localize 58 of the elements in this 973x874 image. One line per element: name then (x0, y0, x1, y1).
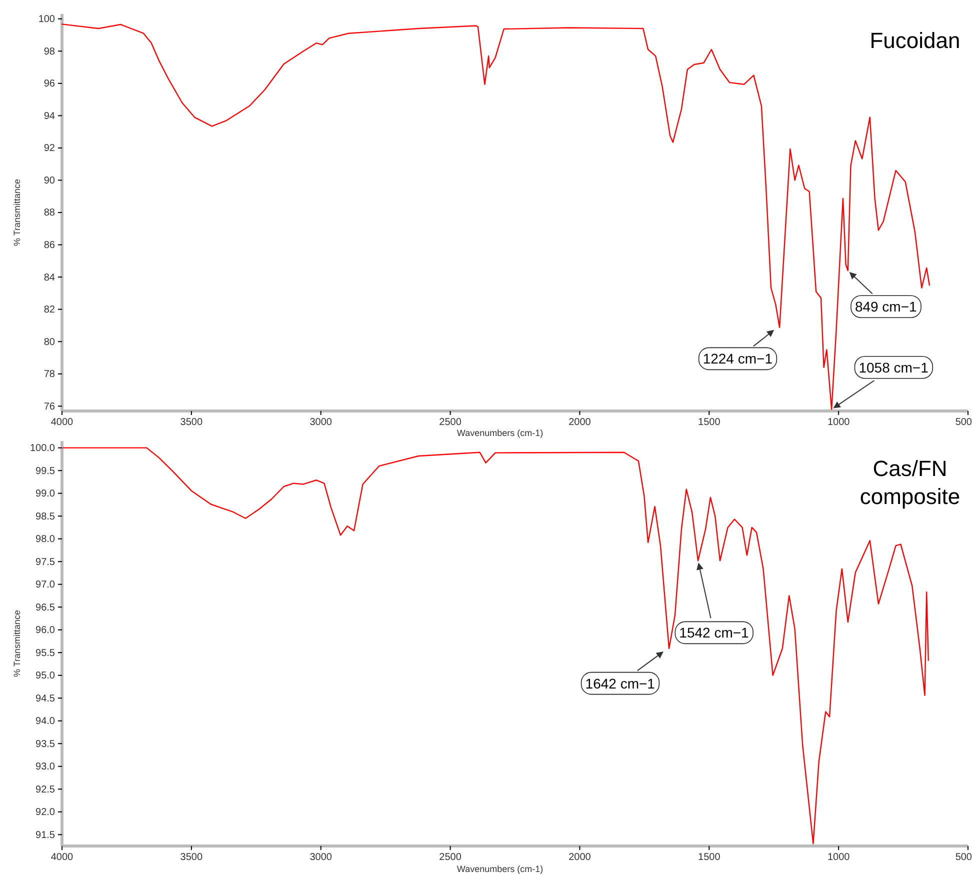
y-tick-label: 94.5 (36, 693, 56, 704)
y-tick-label: 93.0 (36, 762, 56, 773)
y-tick-label: 76 (44, 401, 56, 412)
y-tick-label: 78 (44, 369, 56, 380)
y-tick-label: 98.5 (36, 511, 56, 522)
y-tick-label: 99.5 (36, 466, 56, 477)
y-axis-title: % Transmittance (12, 178, 22, 246)
x-tick-label: 1000 (827, 852, 850, 864)
y-tick-label: 97.0 (36, 580, 56, 591)
y-tick-label: 97.5 (36, 556, 56, 568)
x-tick-label: 1500 (698, 417, 721, 428)
y-tick-label: 94.0 (36, 716, 56, 728)
y-tick-label: 90 (44, 175, 56, 186)
y-tick-label: 91.5 (36, 830, 56, 841)
y-tick-label: 92.0 (36, 807, 56, 818)
x-tick-label: 3500 (180, 417, 203, 428)
y-tick-label: 93.5 (36, 738, 56, 750)
y-tick-label: 94 (44, 110, 56, 122)
x-tick-label: 4000 (50, 852, 74, 864)
y-tick-label: 92 (44, 143, 56, 154)
x-tick-label: 4000 (50, 417, 74, 428)
y-axis-title: % Transmittance (12, 610, 22, 678)
x-tick-label: 1000 (827, 417, 850, 428)
annotation: 1224 cm−1 (702, 350, 773, 367)
y-tick-label: 86 (44, 240, 56, 251)
text: Cas/FN composite (860, 456, 960, 509)
y-tick-label: 96.5 (36, 602, 56, 614)
annotation: 849 cm−1 (854, 298, 918, 315)
x-axis-title: Wavenumbers (cm-1) (456, 428, 544, 438)
x-tick-label: 2500 (439, 852, 462, 864)
annotation: 1542 cm−1 (679, 624, 750, 641)
y-tick-label: 80 (44, 336, 56, 348)
x-tick-label: 2000 (568, 852, 592, 864)
y-tick-label: 98 (44, 46, 56, 58)
y-tick-label: 100.0 (30, 443, 56, 454)
x-tick-label: 500 (955, 852, 972, 864)
y-tick-label: 100 (38, 14, 56, 26)
x-tick-label: 3000 (310, 417, 332, 428)
x-axis-title: Wavenumbers (cm-1) (456, 864, 544, 874)
x-tick-label: 3000 (310, 852, 332, 864)
y-tick-label: 88 (44, 208, 56, 219)
y-tick-label: 96 (44, 78, 56, 90)
x-tick-label: 500 (955, 417, 972, 428)
y-tick-label: 95.0 (36, 670, 56, 682)
text: Fucoidan (870, 28, 960, 53)
x-tick-label: 1500 (698, 852, 721, 864)
annotation: 1642 cm−1 (585, 675, 656, 692)
y-tick-label: 99.0 (36, 488, 56, 500)
y-tick-label: 82 (44, 304, 56, 316)
y-tick-label: 95.5 (36, 648, 56, 659)
y-tick-label: 98.0 (36, 534, 56, 546)
x-tick-label: 3500 (180, 852, 203, 864)
x-tick-label: 2000 (568, 417, 592, 428)
y-tick-label: 92.5 (36, 784, 56, 796)
y-tick-label: 96.0 (36, 625, 56, 636)
y-tick-label: 84 (44, 272, 56, 284)
annotation: 1058 cm−1 (858, 359, 929, 376)
x-tick-label: 2500 (439, 417, 462, 428)
